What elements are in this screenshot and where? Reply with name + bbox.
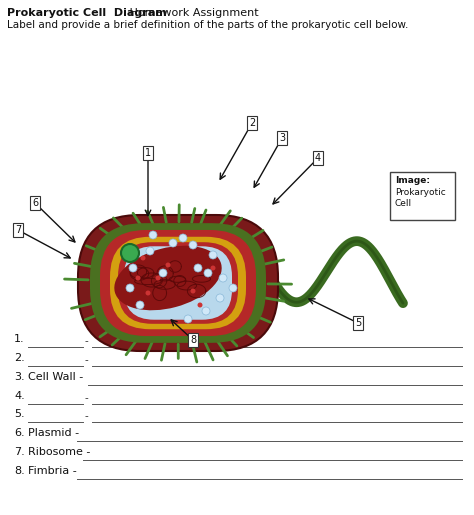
FancyBboxPatch shape (100, 230, 256, 336)
FancyBboxPatch shape (118, 242, 238, 324)
Text: -: - (85, 393, 89, 403)
Circle shape (136, 301, 144, 309)
Text: Image:: Image: (395, 176, 430, 185)
Text: 7: 7 (15, 225, 21, 235)
Circle shape (129, 264, 137, 272)
Text: Prokaryotic Cell  Diagram: Prokaryotic Cell Diagram (7, 8, 167, 18)
Text: 2: 2 (249, 118, 255, 128)
Text: 4.: 4. (14, 391, 25, 401)
Text: 8: 8 (190, 335, 196, 345)
Text: 3: 3 (279, 133, 285, 143)
Circle shape (155, 276, 161, 281)
FancyBboxPatch shape (124, 246, 232, 320)
Text: 5.: 5. (14, 409, 25, 419)
Text: 4: 4 (315, 153, 321, 163)
Circle shape (179, 234, 187, 242)
FancyBboxPatch shape (390, 172, 455, 220)
Text: 2.: 2. (14, 353, 25, 363)
Circle shape (216, 294, 224, 302)
Circle shape (146, 247, 154, 255)
Circle shape (126, 284, 134, 292)
Circle shape (189, 241, 197, 249)
Circle shape (146, 290, 151, 296)
Circle shape (210, 266, 216, 270)
Text: Ribosome -: Ribosome - (28, 447, 91, 457)
Text: Cell Wall -: Cell Wall - (28, 372, 83, 382)
Circle shape (140, 255, 146, 261)
FancyBboxPatch shape (90, 223, 266, 343)
Circle shape (204, 269, 212, 277)
Text: -: - (85, 411, 89, 421)
Text: 5: 5 (355, 318, 361, 328)
Text: 1.: 1. (14, 334, 25, 344)
Text: Homework Assignment: Homework Assignment (126, 8, 259, 18)
Circle shape (184, 315, 192, 323)
FancyBboxPatch shape (110, 237, 246, 329)
Text: Prokaryotic: Prokaryotic (395, 188, 446, 197)
Text: Fimbria -: Fimbria - (28, 466, 77, 476)
Text: 6: 6 (32, 198, 38, 208)
Circle shape (202, 307, 210, 315)
Text: -: - (85, 336, 89, 346)
Circle shape (219, 274, 227, 282)
FancyBboxPatch shape (78, 215, 278, 351)
Circle shape (169, 239, 177, 247)
Text: Label and provide a brief definition of the parts of the prokaryotic cell below.: Label and provide a brief definition of … (7, 20, 409, 30)
Circle shape (209, 251, 217, 259)
Circle shape (198, 302, 202, 307)
Circle shape (229, 284, 237, 292)
Text: 8.: 8. (14, 466, 25, 476)
Circle shape (165, 263, 171, 267)
Text: Plasmid -: Plasmid - (28, 428, 79, 438)
Text: 7.: 7. (14, 447, 25, 457)
Circle shape (191, 288, 195, 294)
Circle shape (159, 269, 167, 277)
Text: 3.: 3. (14, 372, 25, 382)
Text: 1: 1 (145, 148, 151, 158)
Text: Cell: Cell (395, 199, 412, 208)
Text: -: - (85, 355, 89, 365)
Text: 6.: 6. (14, 428, 25, 438)
Circle shape (149, 231, 157, 239)
Circle shape (194, 264, 202, 272)
Circle shape (136, 276, 140, 281)
Circle shape (121, 244, 139, 262)
Ellipse shape (114, 246, 222, 310)
